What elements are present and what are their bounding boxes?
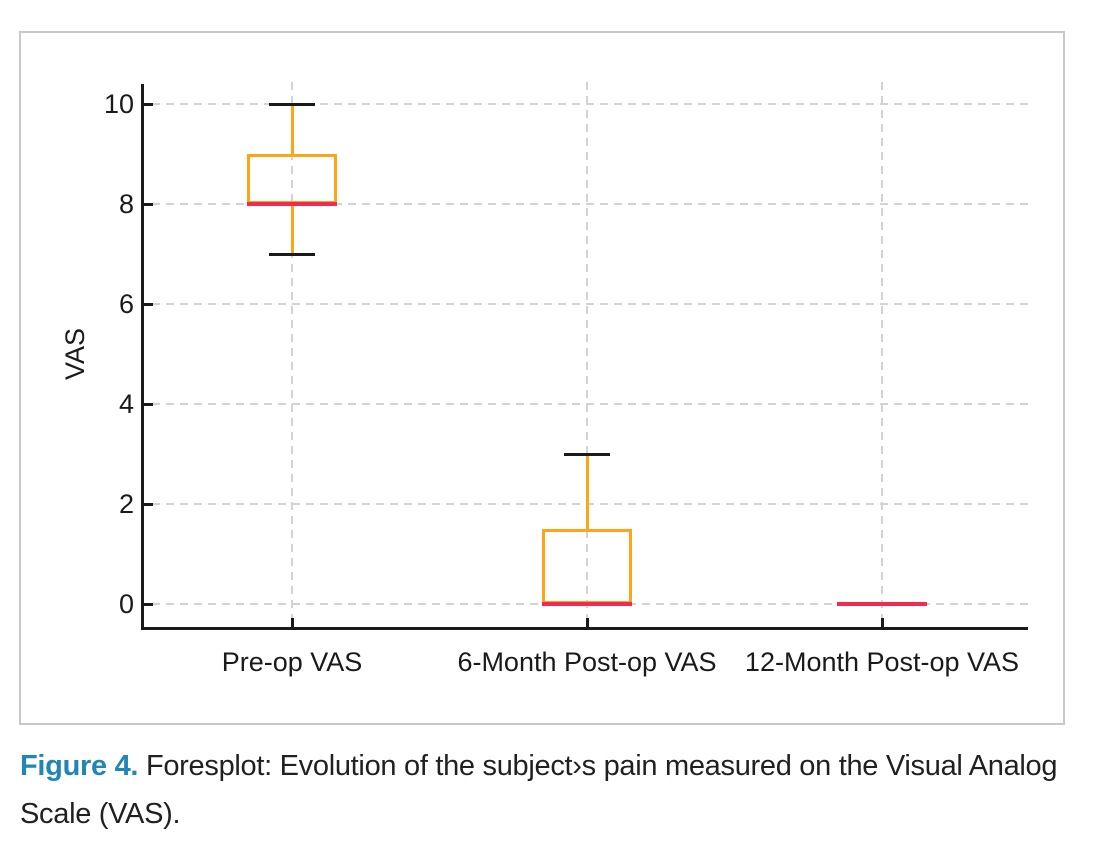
box-iqr-rect <box>542 529 632 604</box>
y-axis-line <box>141 84 144 630</box>
h-gridline <box>152 403 1028 405</box>
upper-whisker-line <box>585 454 589 529</box>
y-axis-tick <box>144 603 153 606</box>
x-axis-tick <box>290 618 294 627</box>
chart-panel <box>19 31 1065 725</box>
figure-caption: Figure 4. Foresplot: Evolution of the su… <box>20 742 1080 838</box>
y-axis-tick <box>144 403 153 406</box>
x-axis-tick <box>880 618 884 627</box>
x-category-label: 6-Month Post-op VAS <box>457 647 717 677</box>
y-axis-tick <box>144 503 153 506</box>
y-axis-tick <box>144 203 153 206</box>
y-axis-tick <box>144 103 153 106</box>
caption-figure-label: Figure 4. <box>20 750 139 782</box>
box-median-line <box>542 602 632 606</box>
upper-whisker-line <box>290 104 294 154</box>
y-axis-tick <box>144 303 153 306</box>
box-iqr-rect <box>247 154 337 204</box>
x-category-label: 12-Month Post-op VAS <box>744 647 1020 677</box>
y-axis-title: VAS <box>60 327 90 381</box>
y-tick-label: 10 <box>103 89 134 119</box>
upper-whisker-cap <box>564 452 610 456</box>
box-median-line <box>247 202 337 206</box>
lower-whisker-cap <box>269 252 315 256</box>
y-tick-label: 8 <box>118 189 134 219</box>
x-axis-line <box>141 627 1028 630</box>
v-gridline <box>291 82 293 627</box>
h-gridline <box>152 303 1028 305</box>
v-gridline <box>586 82 588 627</box>
y-tick-label: 6 <box>118 289 134 319</box>
y-tick-label: 2 <box>118 489 134 519</box>
h-gridline <box>152 103 1028 105</box>
box-median-line <box>837 602 927 606</box>
v-gridline <box>881 82 883 627</box>
y-tick-label: 4 <box>118 389 134 419</box>
h-gridline <box>152 503 1028 505</box>
h-gridline <box>152 203 1028 205</box>
x-axis-tick <box>585 618 589 627</box>
caption-text: Foresplot: Evolution of the subject›s pa… <box>20 750 1058 830</box>
y-tick-label: 0 <box>118 589 134 619</box>
upper-whisker-cap <box>269 102 315 106</box>
x-category-label: Pre-op VAS <box>221 647 363 677</box>
lower-whisker-line <box>290 204 294 254</box>
